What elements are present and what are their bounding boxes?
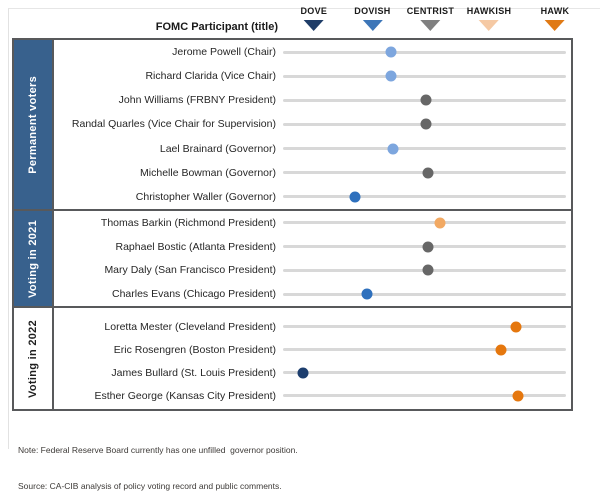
stance-track	[283, 50, 566, 54]
stance-dot	[495, 344, 507, 355]
stance-track	[283, 292, 566, 296]
section-label: Permanent voters	[27, 75, 39, 174]
table-row: Raphael Bostic (Atlanta President)	[54, 235, 571, 259]
scale-dove: DOVE	[300, 6, 327, 31]
participant-name: Michelle Bowman (Governor)	[140, 166, 276, 179]
stance-dot	[512, 390, 524, 401]
participant-name: James Bullard (St. Louis President)	[111, 366, 276, 379]
participant-name: Richard Clarida (Vice Chair)	[145, 70, 276, 83]
table-row: John Williams (FRBNY President)	[54, 88, 571, 112]
stance-dot	[434, 217, 446, 229]
dove-triangle-icon	[303, 20, 324, 31]
stance-track	[283, 221, 566, 225]
section-voting-2022: Voting in 2022 Loretta Mester (Cleveland…	[12, 306, 573, 411]
table-row: Michelle Bowman (Governor)	[54, 161, 571, 185]
participant-name: Mary Daly (San Francisco President)	[104, 264, 276, 277]
table-row: Charles Evans (Chicago President)	[54, 282, 571, 306]
table-row: Jerome Powell (Chair)	[54, 40, 571, 64]
scale-centrist: CENTRIST	[407, 6, 454, 31]
scale-dovish-label: DOVISH	[354, 6, 391, 16]
source-note: Source: CA-CIB analysis of policy voting…	[18, 481, 282, 491]
table-row: James Bullard (St. Louis President)	[54, 361, 571, 384]
participant-name: Lael Brainard (Governor)	[159, 142, 276, 155]
section-permanent-voters: Permanent voters Jerome Powell (Chair) R…	[12, 38, 573, 211]
table-row: Loretta Mester (Cleveland President)	[54, 315, 571, 338]
table-row: Richard Clarida (Vice Chair)	[54, 64, 571, 88]
table-row: Esther George (Kansas City President)	[54, 384, 571, 407]
section-label: Voting in 2021	[27, 219, 39, 298]
stance-track	[283, 371, 566, 374]
stance-track	[283, 147, 566, 151]
table-row: Mary Daly (San Francisco President)	[54, 259, 571, 283]
scale-dovish: DOVISH	[354, 6, 390, 31]
participant-title: FOMC Participant (title)	[155, 21, 278, 33]
stance-dot	[422, 264, 434, 276]
stance-scale-header: DOVE DOVISH CENTRIST HAWKISH HAWK	[283, 6, 569, 38]
stance-track	[283, 348, 566, 351]
stance-dot	[510, 321, 522, 332]
section-voting-2021-sidebar: Voting in 2021	[14, 211, 54, 306]
table-row: Christopher Waller (Governor)	[54, 185, 571, 209]
participant-name: Randal Quarles (Vice Chair for Supervisi…	[71, 118, 276, 131]
stance-dot	[361, 288, 373, 300]
participant-name: Charles Evans (Chicago President)	[112, 288, 276, 301]
section-permanent-voters-sidebar: Permanent voters	[14, 40, 54, 209]
participant-name: John Williams (FRBNY President)	[118, 94, 276, 107]
stance-dot	[387, 143, 399, 155]
participant-name: Jerome Powell (Chair)	[172, 46, 276, 59]
footnote: Note: Federal Reserve Board currently ha…	[18, 445, 298, 455]
section-voting-2022-sidebar: Voting in 2022	[14, 308, 54, 409]
stance-dot	[422, 167, 434, 179]
stance-dot	[420, 94, 432, 106]
table-row: Lael Brainard (Governor)	[54, 137, 571, 161]
participant-name: Esther George (Kansas City President)	[94, 389, 277, 402]
scale-hawk-label: HAWK	[540, 6, 570, 16]
stance-dot	[420, 118, 432, 130]
hawkish-triangle-icon	[479, 20, 500, 31]
scale-centrist-label: CENTRIST	[406, 6, 455, 16]
participant-name: Raphael Bostic (Atlanta President)	[115, 240, 277, 253]
section-label: Voting in 2022	[27, 319, 39, 398]
stance-track	[283, 74, 566, 78]
table-row: Eric Rosengren (Boston President)	[54, 338, 571, 361]
table-row: Randal Quarles (Vice Chair for Supervisi…	[54, 112, 571, 136]
section-voting-2021: Voting in 2021 Thomas Barkin (Richmond P…	[12, 209, 573, 308]
hawk-triangle-icon	[544, 20, 565, 31]
stance-dot	[385, 46, 397, 58]
scale-hawkish: HAWKISH	[467, 6, 512, 31]
stance-dot	[422, 241, 434, 253]
stance-track	[283, 195, 566, 199]
stance-track	[283, 325, 566, 328]
centrist-triangle-icon	[420, 20, 441, 31]
table-row: Thomas Barkin (Richmond President)	[54, 211, 571, 235]
participant-name: Eric Rosengren (Boston President)	[113, 343, 276, 356]
dovish-triangle-icon	[362, 20, 383, 31]
footer-notes: Note: Federal Reserve Board currently ha…	[18, 420, 298, 504]
scale-dove-label: DOVE	[300, 6, 328, 16]
stance-track	[283, 394, 566, 397]
participant-name: Thomas Barkin (Richmond President)	[100, 216, 276, 229]
participant-name: Loretta Mester (Cleveland President)	[104, 320, 276, 333]
scale-hawk: HAWK	[541, 6, 570, 31]
stance-dot	[297, 367, 309, 378]
stance-dot	[349, 191, 361, 203]
stance-dot	[385, 70, 397, 82]
scale-hawkish-label: HAWKISH	[466, 6, 512, 16]
participant-name: Christopher Waller (Governor)	[135, 190, 276, 203]
stance-table: Permanent voters Jerome Powell (Chair) R…	[12, 38, 573, 411]
